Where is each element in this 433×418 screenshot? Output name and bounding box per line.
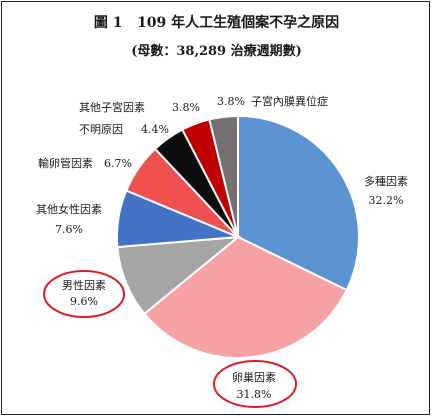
slice-value-other-uterine: 3.8% <box>172 101 200 114</box>
label-unknown: 不明原因 4.4% <box>79 123 169 136</box>
pie-slices <box>116 114 360 359</box>
slice-endometriosis <box>208 114 239 238</box>
slice-name-male: 男性因素 <box>62 278 106 292</box>
label-multi: 多種因素 32.2% <box>364 174 408 207</box>
label-male: 男性因素 9.6% <box>43 270 125 318</box>
label-other-uterine: 其他子宮因素 3.8% <box>79 100 200 114</box>
slice-value-tubal: 6.7% <box>104 157 132 170</box>
label-ovary: 卵巢因素 31.8% <box>213 360 297 408</box>
chart-subtitle: (母數：38,289 治療週期數) <box>131 44 302 59</box>
slice-value-multi: 32.2% <box>369 194 404 207</box>
slice-value-male: 9.6% <box>70 295 98 308</box>
chart-title: 圖 1 109 年人工生殖個案不孕之原因 <box>93 15 340 31</box>
slice-name-other-uterine: 其他子宮因素 <box>79 100 145 114</box>
slice-name-unknown: 不明原因 <box>79 123 123 136</box>
slice-name-other-female: 其他女性因素 <box>36 202 102 216</box>
slice-multi <box>237 114 360 292</box>
slice-ovary <box>143 235 349 359</box>
label-other-female: 其他女性因素 7.6% <box>36 202 102 236</box>
slice-name-multi: 多種因素 <box>364 174 408 188</box>
label-endometriosis: 3.8% 子宮內膜異位症 <box>217 94 328 108</box>
highlight-ring-male <box>43 270 125 318</box>
slice-name-tubal: 輸卵管因素 <box>38 156 93 170</box>
label-tubal: 輸卵管因素 6.7% <box>38 156 132 170</box>
slice-name-ovary: 卵巢因素 <box>232 371 276 384</box>
slice-value-endometriosis: 3.8% <box>217 95 245 108</box>
highlight-ring-ovary <box>213 360 297 408</box>
slice-value-unknown: 4.4% <box>141 123 169 136</box>
slice-value-other-female: 7.6% <box>55 223 83 236</box>
slice-name-endometriosis: 子宮內膜異位症 <box>251 94 328 108</box>
slice-value-ovary: 31.8% <box>237 388 272 401</box>
